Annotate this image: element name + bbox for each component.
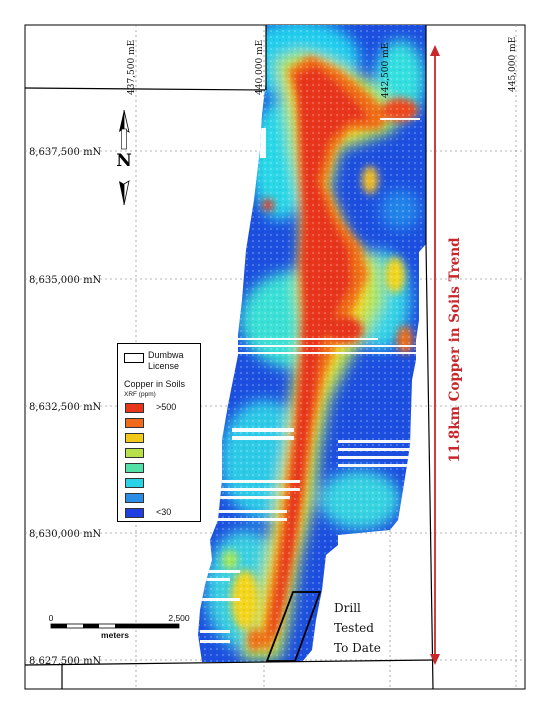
legend-subtitle: XRF (ppm): [124, 391, 156, 398]
scale-start-label: 0: [49, 613, 54, 623]
legend: Dumbwa License Copper in Soils XRF (ppm)…: [117, 343, 201, 522]
northing-label-8627500: 8,627,500 mN: [29, 656, 102, 667]
legend-license-label: Dumbwa License: [148, 350, 184, 371]
scale-end-label: 2,500: [168, 613, 190, 623]
legend-swatch-3: [125, 433, 144, 443]
easting-label-440000: 440,000 mE: [255, 40, 265, 95]
northing-label-8630000: 8,630,000 mN: [29, 529, 102, 540]
legend-title: Copper in Soils: [124, 379, 186, 389]
boundary-lines: [24, 25, 434, 690]
northing-label-8632500: 8,632,500 mN: [29, 402, 102, 413]
northing-label-8637500: 8,637,500 mN: [29, 147, 102, 158]
drill-tested-outline: [265, 591, 322, 662]
legend-swatch-7: [125, 493, 144, 503]
north-arrow-label: N: [116, 151, 132, 171]
trend-label: 11.8km Copper in Soils Trend: [447, 237, 463, 463]
north-arrow-icon: N: [116, 109, 132, 206]
drill-label-line-3: To Date: [334, 641, 381, 655]
scale-unit-label: meters: [101, 630, 129, 640]
legend-low-label: <30: [156, 507, 172, 517]
drill-label-line-1: Drill: [334, 601, 361, 615]
drill-tested-label: Drill Tested To Date: [334, 598, 394, 658]
legend-swatch-4: [125, 448, 144, 458]
easting-label-437500: 437,500 mE: [127, 40, 137, 95]
northing-label-8635000: 8,635,000 mN: [29, 275, 102, 286]
license-swatch: [124, 353, 144, 363]
legend-swatch-8: [125, 508, 144, 518]
drill-label-line-2: Tested: [334, 621, 374, 635]
easting-label-445000: 445,000 mE: [508, 37, 518, 92]
scale-bar: 0 2,500 meters: [49, 613, 190, 640]
legend-swatch-5: [125, 463, 144, 473]
legend-swatch-2: [125, 418, 144, 428]
copper-heatmap: [198, 25, 426, 662]
trend-arrow-icon: [430, 45, 440, 665]
legend-high-label: >500: [156, 402, 177, 412]
easting-label-442500: 442,500 mE: [381, 43, 391, 98]
legend-swatch-6: [125, 478, 144, 488]
legend-swatch-1: [125, 403, 144, 413]
